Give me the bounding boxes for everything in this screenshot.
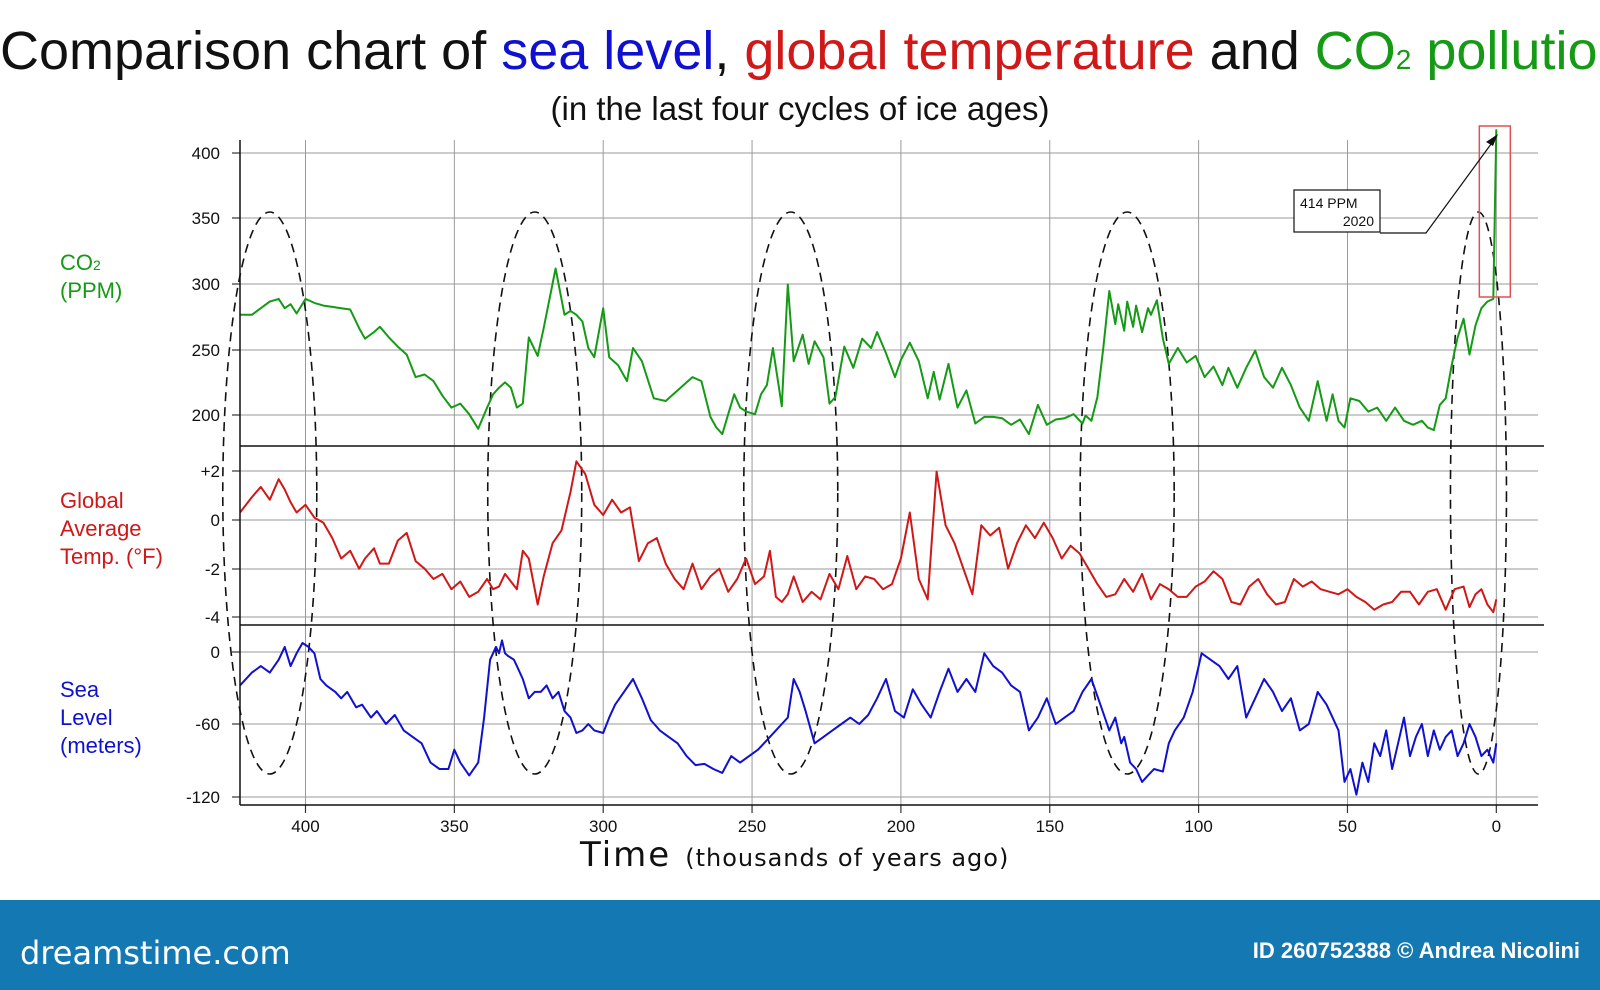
chart-title: Comparison chart of sea level, global te… (0, 20, 1600, 82)
x-tick-label: 350 (440, 817, 468, 836)
chart-subtitle: (in the last four cycles of ice ages) (550, 90, 1050, 127)
title-sea-level: sea level (501, 21, 715, 81)
title-global-temperature: global temperature (744, 21, 1195, 81)
x-axis-title-units: (thousands of years ago) (685, 844, 1009, 872)
labels: 400 350 300 250 200 150 100 50 0400350300250200C… (60, 125, 1512, 875)
annotation-box (1293, 189, 1381, 233)
title-pollution: pollution (1426, 21, 1600, 81)
y-tick-label-temp: 0 (211, 511, 220, 530)
ice-age-ellipse (221, 211, 318, 775)
co2-spike-highlight-box (1478, 125, 1512, 298)
sea-label-line1: Sea (60, 677, 100, 702)
temp-label-line3: Temp. (°F) (60, 544, 163, 569)
co2-series-line (240, 129, 1498, 436)
temp-label-line1: Global (60, 488, 124, 513)
y-tick-label-temp: +2 (201, 462, 220, 481)
y-tick-label-co2: 300 (192, 275, 220, 294)
x-tick-label: 400 (291, 817, 319, 836)
annotation-text-year: 2020 (1343, 213, 1374, 229)
ice-age-ellipse (1079, 211, 1175, 775)
title-prefix: Comparison chart of (0, 21, 502, 81)
y-tick-label-co2: 200 (192, 406, 220, 425)
axes (232, 140, 1544, 813)
ice-age-ellipse (742, 211, 839, 775)
x-tick-label: 50 (1338, 817, 1357, 836)
x-tick-label: 300 (589, 817, 617, 836)
ice-age-ellipse (1449, 211, 1508, 775)
temp-label-line2: Average (60, 516, 142, 541)
y-tick-label-temp: -4 (205, 608, 220, 627)
grid-lines (240, 140, 1538, 805)
annotation-arrow-line (1380, 139, 1495, 234)
y-tick-label-sea: -60 (195, 715, 220, 734)
x-tick-label: 200 (887, 817, 915, 836)
footer-credit: ID 260752388 © Andrea Nicolini (1252, 938, 1580, 963)
series-lines (239, 129, 1498, 796)
footer-bar: dreamstime.com ID 260752388 © Andrea Nic… (0, 900, 1600, 990)
x-tick-label: 100 (1184, 817, 1212, 836)
sea-label-line2: Level (60, 705, 113, 730)
chart-svg: 400 350 300 250 200 150 100 50 0400350300250200C… (60, 125, 1544, 875)
title-and: and (1194, 21, 1315, 81)
sea-label-line3: (meters) (60, 733, 142, 758)
y-tick-label-co2: 350 (192, 209, 220, 228)
ice-age-ellipse (486, 211, 583, 775)
annotation-text-ppm: 414 PPM (1300, 195, 1358, 211)
ice-age-ellipses (221, 211, 1508, 775)
y-tick-label-sea: -120 (186, 788, 220, 807)
x-tick-label: 150 (1036, 817, 1064, 836)
title-co2: CO2 pollution (1315, 21, 1600, 81)
co2-label-subscript: 2 (93, 257, 101, 273)
title-co2-subscript: 2 (1395, 44, 1412, 75)
co2-label-line1: CO2 (60, 250, 101, 275)
annotation-arrow-head (1486, 134, 1498, 146)
y-tick-label-sea: 0 (211, 643, 220, 662)
y-tick-label-co2: 400 (192, 144, 220, 163)
title-comma: , (714, 21, 745, 81)
co2-label-line2: (PPM) (60, 278, 122, 303)
x-tick-label: 250 (738, 817, 766, 836)
footer-brand[interactable]: dreamstime.com (20, 934, 291, 972)
x-tick-label: 0 (1492, 817, 1501, 836)
y-tick-label-co2: 250 (192, 341, 220, 360)
temp-series-line (239, 460, 1498, 614)
sea-series-line (239, 639, 1498, 796)
y-tick-label-temp: -2 (205, 560, 220, 579)
x-axis-title: Time (thousands of years ago) (579, 835, 1009, 875)
title-co2-text: CO (1314, 21, 1396, 81)
